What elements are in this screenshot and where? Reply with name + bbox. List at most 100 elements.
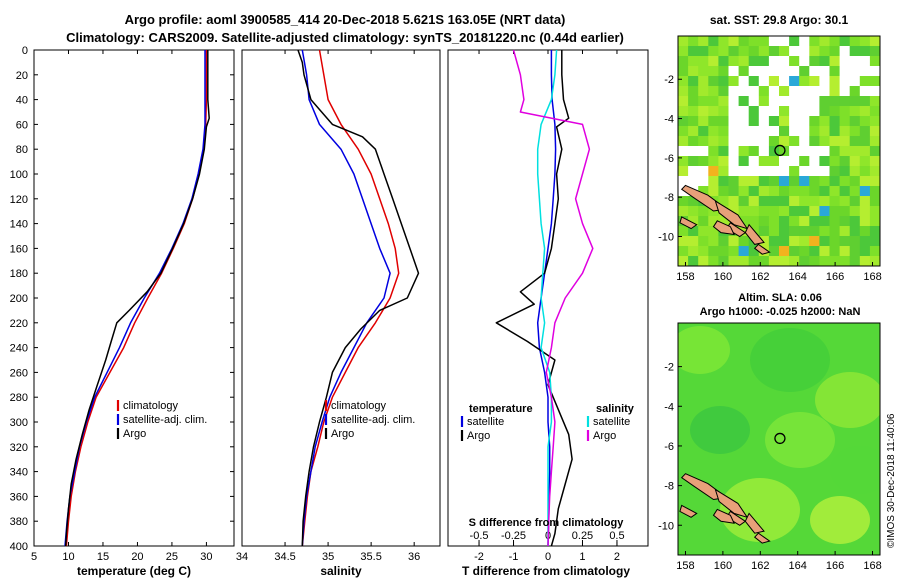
sst-cell [849, 166, 861, 177]
x-tick-label: 1 [579, 551, 585, 563]
temperature-panel: 0204060801001201401601802002202402602803… [10, 45, 648, 578]
sst-cell [849, 106, 861, 117]
sst-cell [859, 106, 871, 117]
x-tick-label: 0 [545, 551, 551, 563]
s-tick-label: 0.5 [609, 530, 624, 542]
sst-cell [819, 196, 830, 207]
x-tick-label: 10 [62, 551, 74, 563]
sst-cell [789, 56, 800, 67]
sst-map-cells [678, 36, 880, 266]
sst-cell [738, 206, 750, 217]
sst-cell [738, 46, 750, 57]
sst-cell [819, 166, 830, 177]
sst-cell [738, 216, 750, 227]
sst-cell [708, 96, 719, 107]
sst-cell [738, 196, 750, 207]
sst-cell [698, 246, 709, 257]
sla-map-x-axis: 158 160 162 164 166 168 [676, 551, 882, 572]
sst-cell [768, 226, 780, 237]
sst-cell [839, 246, 851, 257]
sst-cell [819, 126, 830, 137]
sst-cell [859, 136, 871, 147]
x-tick-label: -2 [474, 551, 484, 563]
sst-cell [819, 116, 830, 127]
legend-label: climatology [331, 400, 387, 412]
island [753, 532, 771, 544]
island [714, 488, 749, 519]
sst-cell [819, 176, 830, 187]
series-argo [297, 49, 420, 547]
sst-cell [758, 236, 770, 247]
sst-cell [859, 246, 871, 257]
sst-cell [859, 196, 871, 207]
series-satellite [301, 49, 391, 547]
x-tick-label: 34 [236, 551, 248, 563]
sst-cell [829, 96, 841, 107]
sst-cell [829, 76, 841, 87]
sst-cell [688, 126, 699, 137]
sst-cell [789, 226, 800, 237]
sst-cell [698, 256, 709, 266]
sst-cell [859, 126, 871, 137]
sst-cell [758, 106, 770, 117]
sst-cell [809, 216, 820, 227]
sst-cell [698, 126, 709, 137]
sst-cell [768, 206, 780, 217]
lat-tick-label: -8 [664, 192, 674, 204]
sst-cell [839, 136, 851, 147]
sst-cell [839, 206, 851, 217]
sst-cell [849, 66, 861, 77]
sst-cell [768, 176, 780, 187]
sst-cell [789, 36, 800, 47]
sst-cell [748, 216, 760, 227]
sst-cell [809, 136, 820, 147]
sst-cell [799, 56, 810, 67]
sst-cell [849, 76, 861, 87]
salinity-x-label: salinity [320, 564, 362, 578]
sst-cell [779, 116, 790, 127]
sst-cell [768, 106, 780, 117]
sla-map-title-1: Altim. SLA: 0.06 [738, 292, 822, 304]
sst-cell [839, 186, 851, 197]
sst-cell [869, 246, 880, 257]
sst-cell [738, 96, 750, 107]
sst-cell [859, 206, 871, 217]
sst-cell [748, 176, 760, 187]
salinity-x-axis: 34 34.5 35 35.5 36 [236, 50, 420, 563]
sst-cell [758, 126, 770, 137]
t-difference-label: T difference from climatology [462, 564, 630, 578]
sst-cell [849, 226, 861, 237]
depth-tick-label: 180 [10, 268, 28, 280]
sst-map-land [679, 184, 771, 255]
lon-tick-label: 158 [676, 560, 694, 572]
sst-cell [839, 176, 851, 187]
island [679, 216, 698, 230]
sst-cell [839, 146, 851, 157]
sst-cell [708, 246, 719, 257]
depth-tick-label: 280 [10, 392, 28, 404]
lat-tick-label: -2 [664, 74, 674, 86]
sst-cell [869, 36, 880, 47]
sst-cell [698, 186, 709, 197]
sst-cell [799, 166, 810, 177]
sst-cell [768, 146, 780, 157]
sst-cell [678, 126, 689, 137]
sst-cell [718, 216, 729, 227]
sst-cell [779, 206, 790, 217]
sst-cell [698, 146, 709, 157]
sst-cell [789, 76, 800, 87]
sst-cell [839, 256, 851, 266]
sst-cell [799, 236, 810, 247]
sst-cell [728, 66, 740, 77]
sst-cell [839, 56, 851, 67]
sst-cell [768, 256, 780, 266]
sst-cell [758, 116, 770, 127]
sst-cell [799, 186, 810, 197]
sst-cell [758, 86, 770, 97]
lon-tick-label: 158 [676, 271, 694, 283]
sst-cell [779, 126, 790, 137]
sst-map-float-marker [774, 144, 786, 157]
x-tick-label: 36 [408, 551, 420, 563]
series-satellite [64, 50, 206, 547]
sla-map-float-marker [774, 432, 786, 445]
